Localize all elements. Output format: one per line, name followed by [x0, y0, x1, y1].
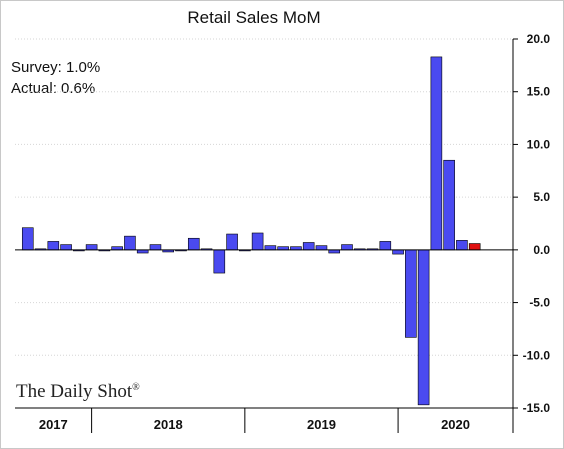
bar — [392, 249, 404, 255]
bar — [302, 242, 315, 251]
x-year-label: 2018 — [154, 417, 183, 432]
y-tick-label: 20.0 — [527, 32, 551, 46]
bar — [21, 227, 34, 251]
y-tick-label: 15.0 — [527, 85, 551, 99]
y-tick-label: 5.0 — [533, 190, 550, 204]
survey-annotation: Survey: 1.0% — [11, 59, 100, 76]
y-tick-label: -10.0 — [523, 348, 551, 362]
x-year-label: 2019 — [307, 417, 336, 432]
bar — [405, 249, 417, 338]
bar — [226, 233, 238, 251]
watermark: The Daily Shot® — [16, 381, 140, 402]
actual-annotation: Actual: 0.6% — [11, 80, 95, 97]
bar — [124, 235, 136, 251]
y-tick-label: -15.0 — [523, 401, 551, 415]
bar — [47, 241, 60, 251]
bar-latest — [468, 243, 481, 251]
watermark-text: The Daily Shot — [16, 381, 133, 402]
bar — [443, 159, 455, 251]
bar — [149, 244, 162, 251]
bar — [456, 240, 468, 251]
bar — [430, 56, 443, 251]
chart-title: Retail Sales MoM — [187, 8, 320, 27]
y-tick-label: 10.0 — [527, 137, 551, 151]
bar — [379, 241, 392, 251]
y-tick-label: -5.0 — [529, 296, 550, 310]
bar — [60, 244, 72, 251]
bar — [264, 245, 277, 251]
svg-text:The Daily Shot®: The Daily Shot® — [16, 381, 140, 402]
bar — [187, 237, 200, 251]
bar — [315, 245, 328, 251]
bar — [213, 249, 226, 274]
bar — [341, 244, 353, 251]
bar — [251, 232, 264, 251]
x-year-label: 2017 — [39, 417, 68, 432]
x-year-label: 2020 — [441, 417, 470, 432]
bar — [417, 249, 430, 406]
bar — [85, 244, 98, 251]
y-tick-label: 0.0 — [533, 243, 550, 257]
watermark-mark: ® — [132, 382, 140, 393]
